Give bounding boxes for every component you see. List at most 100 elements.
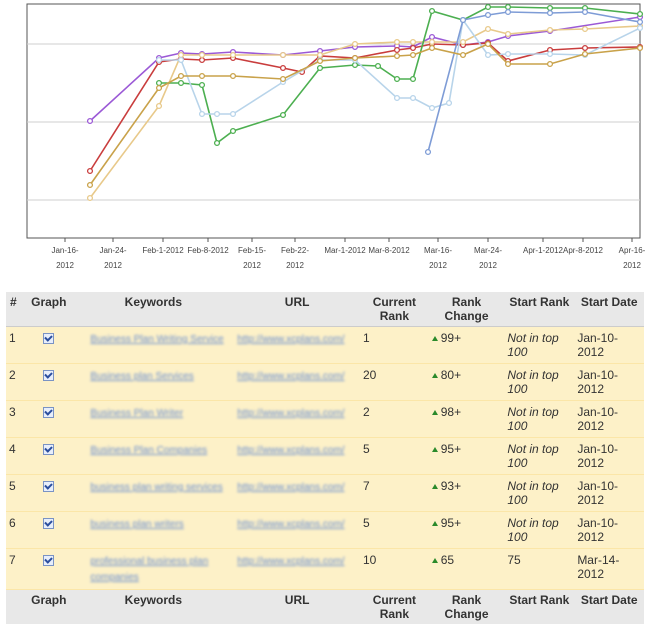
keyword-link[interactable]: Business Plan Writing Service [90,334,223,345]
row-rank-change: 80+ [429,364,505,401]
col-start-date-header[interactable]: Start Date [574,292,644,327]
col-rank-change-header[interactable]: Rank Change [429,292,505,327]
row-graph[interactable] [25,475,72,512]
current-rank: 20 [363,368,376,382]
graph-checkbox[interactable] [43,333,54,344]
footer-url-header[interactable]: URL [234,590,360,624]
row-url[interactable]: http://www.xcplans.com/ [234,475,360,512]
row-keyword[interactable]: Business plan Services [72,364,234,401]
url-link[interactable]: http://www.xcplans.com/ [237,371,344,382]
row-url[interactable]: http://www.xcplans.com/ [234,364,360,401]
graph-checkbox[interactable] [43,555,54,566]
graph-checkbox[interactable] [43,444,54,455]
row-keyword[interactable]: Business Plan Writer [72,401,234,438]
footer-start-rank-header[interactable]: Start Rank [504,590,574,624]
col-start-rank-header[interactable]: Start Rank [504,292,574,327]
data-point [638,12,643,17]
data-point [395,96,400,101]
footer-graph-header[interactable]: Graph [25,590,72,624]
footer-start-date-header[interactable]: Start Date [574,590,644,624]
x-tick-label: Apr-8-2012 [563,246,604,255]
keyword-link[interactable]: Business Plan Writer [90,408,183,419]
data-point [430,106,435,111]
keyword-link[interactable]: Business plan Services [90,371,193,382]
data-point [411,40,416,45]
row-current-rank: 10 [360,549,429,590]
graph-checkbox[interactable] [43,481,54,492]
current-rank: 7 [363,479,370,493]
table-footer-row: Graph Keywords URL Current Rank Rank Cha… [6,590,644,624]
data-point [548,11,553,16]
row-graph[interactable] [25,512,72,549]
keyword-link[interactable]: professional business plan companies [90,556,208,583]
row-rank-change: 99+ [429,327,505,364]
data-point [506,52,511,57]
keyword-link[interactable]: business plan writing services [90,482,222,493]
data-point [215,112,220,117]
data-point [395,54,400,59]
col-num-header: # [6,292,25,327]
data-point [486,53,491,58]
col-current-rank-header[interactable]: Current Rank [360,292,429,327]
row-url[interactable]: http://www.xcplans.com/ [234,401,360,438]
data-point [506,62,511,67]
data-point [231,129,236,134]
row-keyword[interactable]: Business Plan Writing Service [72,327,234,364]
url-link[interactable]: http://www.xcplans.com/ [237,445,344,456]
url-link[interactable]: http://www.xcplans.com/ [237,519,344,530]
x-tick-label: Feb-15- [238,246,266,255]
row-number: 5 [9,479,16,493]
row-url[interactable]: http://www.xcplans.com/ [234,327,360,364]
graph-checkbox[interactable] [43,370,54,381]
row-url[interactable]: http://www.xcplans.com/ [234,438,360,475]
footer-keywords-header[interactable]: Keywords [72,590,234,624]
current-rank: 2 [363,405,370,419]
row-graph[interactable] [25,438,72,475]
keyword-link[interactable]: Business Plan Companies [90,445,207,456]
start-rank: Not in top 100 [507,331,558,359]
data-point [461,40,466,45]
row-current-rank: 5 [360,512,429,549]
data-point [157,58,162,63]
graph-checkbox[interactable] [43,407,54,418]
row-keyword[interactable]: business plan writers [72,512,234,549]
graph-checkbox[interactable] [43,518,54,529]
data-point [200,53,205,58]
row-start-date: Jan-10-2012 [574,438,644,475]
current-rank: 10 [363,553,376,567]
url-link[interactable]: http://www.xcplans.com/ [237,556,344,567]
row-rank-change: 95+ [429,438,505,475]
data-point [426,150,431,155]
row-keyword[interactable]: Business Plan Companies [72,438,234,475]
start-rank: Not in top 100 [507,479,558,507]
current-rank: 5 [363,516,370,530]
row-url[interactable]: http://www.xcplans.com/ [234,549,360,590]
row-graph[interactable] [25,549,72,590]
url-link[interactable]: http://www.xcplans.com/ [237,482,344,493]
row-url[interactable]: http://www.xcplans.com/ [234,512,360,549]
col-graph-header[interactable]: Graph [25,292,72,327]
data-point [461,53,466,58]
row-start-date: Jan-10-2012 [574,475,644,512]
row-start-rank: 75 [504,549,574,590]
start-rank: Not in top 100 [507,516,558,544]
footer-rank-change-header[interactable]: Rank Change [429,590,505,624]
row-graph[interactable] [25,364,72,401]
row-keyword[interactable]: business plan writing services [72,475,234,512]
footer-current-rank-header[interactable]: Current Rank [360,590,429,624]
col-url-header[interactable]: URL [234,292,360,327]
data-point [583,52,588,57]
url-link[interactable]: http://www.xcplans.com/ [237,408,344,419]
data-point [157,81,162,86]
url-link[interactable]: http://www.xcplans.com/ [237,334,344,345]
data-point [179,74,184,79]
row-graph[interactable] [25,401,72,438]
col-keywords-header[interactable]: Keywords [72,292,234,327]
x-tick-label-year: 2012 [286,261,304,270]
row-graph[interactable] [25,327,72,364]
data-point [376,64,381,69]
row-rank-change: 98+ [429,401,505,438]
data-point [548,6,553,11]
keyword-link[interactable]: business plan writers [90,519,183,530]
row-keyword[interactable]: professional business plan companies [72,549,234,590]
